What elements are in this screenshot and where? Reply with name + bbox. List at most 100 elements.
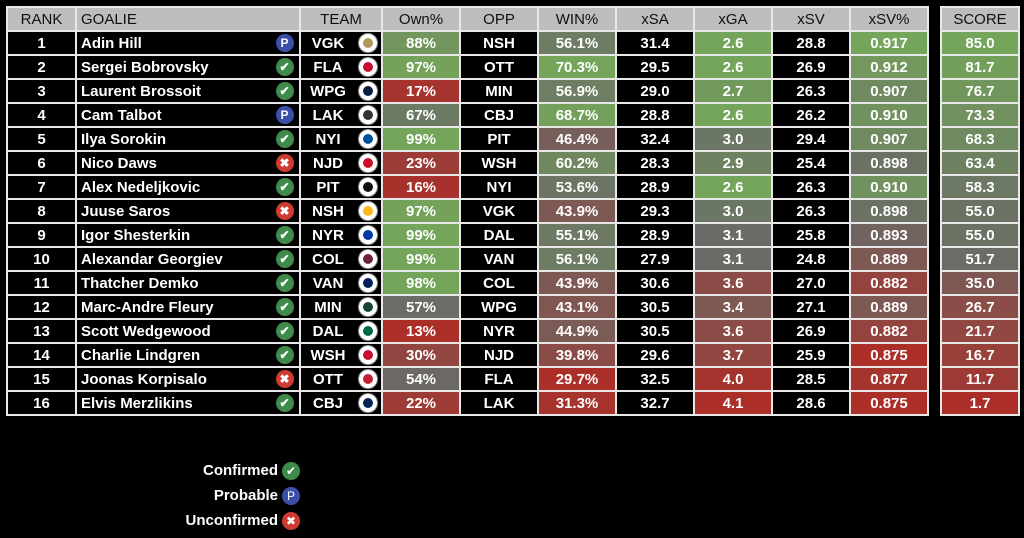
table-row[interactable]: 1 Adin Hill P VGK 88% NSH 56.1% 31.4 2.6 28.8 0.91…	[6, 30, 929, 56]
cell-score: 81.7	[940, 54, 1020, 80]
status-cell: P	[270, 102, 301, 128]
cell-team: NJD	[299, 150, 355, 176]
cell-xga: 3.6	[693, 318, 773, 344]
cell-xga: 3.6	[693, 270, 773, 296]
cell-opp: DAL	[459, 222, 539, 248]
team-logo-icon	[358, 105, 378, 125]
table-row[interactable]: 15 Joonas Korpisalo ✖ OTT 54% FLA 29.7% 32.5 4.0…	[6, 366, 929, 392]
x-icon: ✖	[275, 154, 294, 173]
cell-xga: 3.0	[693, 198, 773, 224]
status-cell: ✔	[270, 126, 301, 152]
team-logo-cell	[355, 174, 383, 200]
team-logo-icon	[358, 369, 378, 389]
cell-team: VGK	[299, 30, 355, 56]
status-cell: ✔	[270, 318, 301, 344]
score-row: 63.4	[940, 150, 1020, 176]
cell-rank: 4	[6, 102, 77, 128]
check-icon: ✔	[275, 274, 294, 293]
check-icon: ✔	[275, 346, 294, 365]
check-icon: ✔	[275, 394, 294, 413]
header-team[interactable]: TEAM	[299, 6, 383, 32]
check-icon: ✔	[275, 130, 294, 149]
team-logo-cell	[355, 318, 383, 344]
cell-win: 56.1%	[537, 246, 617, 272]
cell-xsv: 24.8	[771, 246, 851, 272]
table-row[interactable]: 8 Juuse Saros ✖ NSH 97% VGK 43.9% 29.3 3.0 26.3 0.…	[6, 198, 929, 224]
cell-xsvp: 0.893	[849, 222, 929, 248]
cell-xsa: 29.6	[615, 342, 695, 368]
team-logo-icon	[358, 153, 378, 173]
header-xsv[interactable]: xSV	[771, 6, 851, 32]
table-row[interactable]: 9 Igor Shesterkin ✔ NYR 99% DAL 55.1% 28.9 3.1 25…	[6, 222, 929, 248]
cell-win: 29.7%	[537, 366, 617, 392]
cell-xga: 2.6	[693, 102, 773, 128]
score-row: 11.7	[940, 366, 1020, 392]
table-row[interactable]: 6 Nico Daws ✖ NJD 23% WSH 60.2% 28.3 2.9 25.4 0.89…	[6, 150, 929, 176]
header-xga[interactable]: xGA	[693, 6, 773, 32]
cell-goalie: Adin Hill	[75, 30, 270, 56]
cell-opp: VGK	[459, 198, 539, 224]
cell-team: COL	[299, 246, 355, 272]
cell-goalie: Joonas Korpisalo	[75, 366, 270, 392]
cell-xsa: 30.6	[615, 270, 695, 296]
cell-own: 99%	[381, 222, 461, 248]
table-row[interactable]: 10 Alexandar Georgiev ✔ COL 99% VAN 56.1% 27.9 3…	[6, 246, 929, 272]
cell-xsv: 26.3	[771, 174, 851, 200]
x-icon: ✖	[282, 511, 300, 530]
cell-xga: 3.4	[693, 294, 773, 320]
table-row[interactable]: 16 Elvis Merzlikins ✔ CBJ 22% LAK 31.3% 32.7 4.1…	[6, 390, 929, 416]
cell-own: 99%	[381, 246, 461, 272]
header-opp[interactable]: OPP	[459, 6, 539, 32]
check-icon: ✔	[275, 58, 294, 77]
cell-xsv: 25.9	[771, 342, 851, 368]
cell-opp: NSH	[459, 30, 539, 56]
team-logo-cell	[355, 126, 383, 152]
team-logo-cell	[355, 342, 383, 368]
table-row[interactable]: 11 Thatcher Demko ✔ VAN 98% COL 43.9% 30.6 3.6 27…	[6, 270, 929, 296]
status-cell: ✖	[270, 366, 301, 392]
cell-score: 55.0	[940, 198, 1020, 224]
header-own[interactable]: Own%	[381, 6, 461, 32]
header-xsvp[interactable]: xSV%	[849, 6, 929, 32]
cell-team: LAK	[299, 102, 355, 128]
cell-win: 68.7%	[537, 102, 617, 128]
status-cell: ✖	[270, 150, 301, 176]
score-row: 21.7	[940, 318, 1020, 344]
legend-label: Probable	[213, 487, 278, 504]
table-row[interactable]: 7 Alex Nedeljkovic ✔ PIT 16% NYI 53.6% 28.9 2.6 2…	[6, 174, 929, 200]
cell-opp: WPG	[459, 294, 539, 320]
table-row[interactable]: 3 Laurent Brossoit ✔ WPG 17% MIN 56.9% 29.0 2.7 2…	[6, 78, 929, 104]
cell-xsvp: 0.882	[849, 318, 929, 344]
score-row: 85.0	[940, 30, 1020, 56]
header-win[interactable]: WIN%	[537, 6, 617, 32]
team-logo-cell	[355, 150, 383, 176]
cell-opp: OTT	[459, 54, 539, 80]
cell-win: 60.2%	[537, 150, 617, 176]
header-xsa[interactable]: xSA	[615, 6, 695, 32]
team-logo-cell	[355, 198, 383, 224]
table-row[interactable]: 2 Sergei Bobrovsky ✔ FLA 97% OTT 70.3% 29.5 2.6 2…	[6, 54, 929, 80]
table-row[interactable]: 4 Cam Talbot P LAK 67% CBJ 68.7% 28.8 2.6 26.2 0.9…	[6, 102, 929, 128]
cell-score: 68.3	[940, 126, 1020, 152]
table-row[interactable]: 13 Scott Wedgewood ✔ DAL 13% NYR 44.9% 30.5 3.6 2…	[6, 318, 929, 344]
table-row[interactable]: 5 Ilya Sorokin ✔ NYI 99% PIT 46.4% 32.4 3.0 29.4 0…	[6, 126, 929, 152]
team-logo-cell	[355, 390, 383, 416]
cell-own: 88%	[381, 30, 461, 56]
cell-rank: 13	[6, 318, 77, 344]
cell-goalie: Sergei Bobrovsky	[75, 54, 270, 80]
cell-opp: LAK	[459, 390, 539, 416]
check-icon: ✔	[275, 250, 294, 269]
cell-rank: 7	[6, 174, 77, 200]
cell-rank: 6	[6, 150, 77, 176]
cell-score: 73.3	[940, 102, 1020, 128]
team-logo-cell	[355, 78, 383, 104]
table-row[interactable]: 14 Charlie Lindgren ✔ WSH 30% NJD 39.8% 29.6 3.7…	[6, 342, 929, 368]
cell-goalie: Elvis Merzlikins	[75, 390, 270, 416]
header-goalie[interactable]: GOALIE	[75, 6, 301, 32]
cell-opp: WSH	[459, 150, 539, 176]
cell-xsa: 29.3	[615, 198, 695, 224]
header-score[interactable]: SCORE	[940, 6, 1020, 32]
header-rank[interactable]: RANK	[6, 6, 77, 32]
table-row[interactable]: 12 Marc-Andre Fleury ✔ MIN 57% WPG 43.1% 30.5 3.…	[6, 294, 929, 320]
cell-score: 76.7	[940, 78, 1020, 104]
